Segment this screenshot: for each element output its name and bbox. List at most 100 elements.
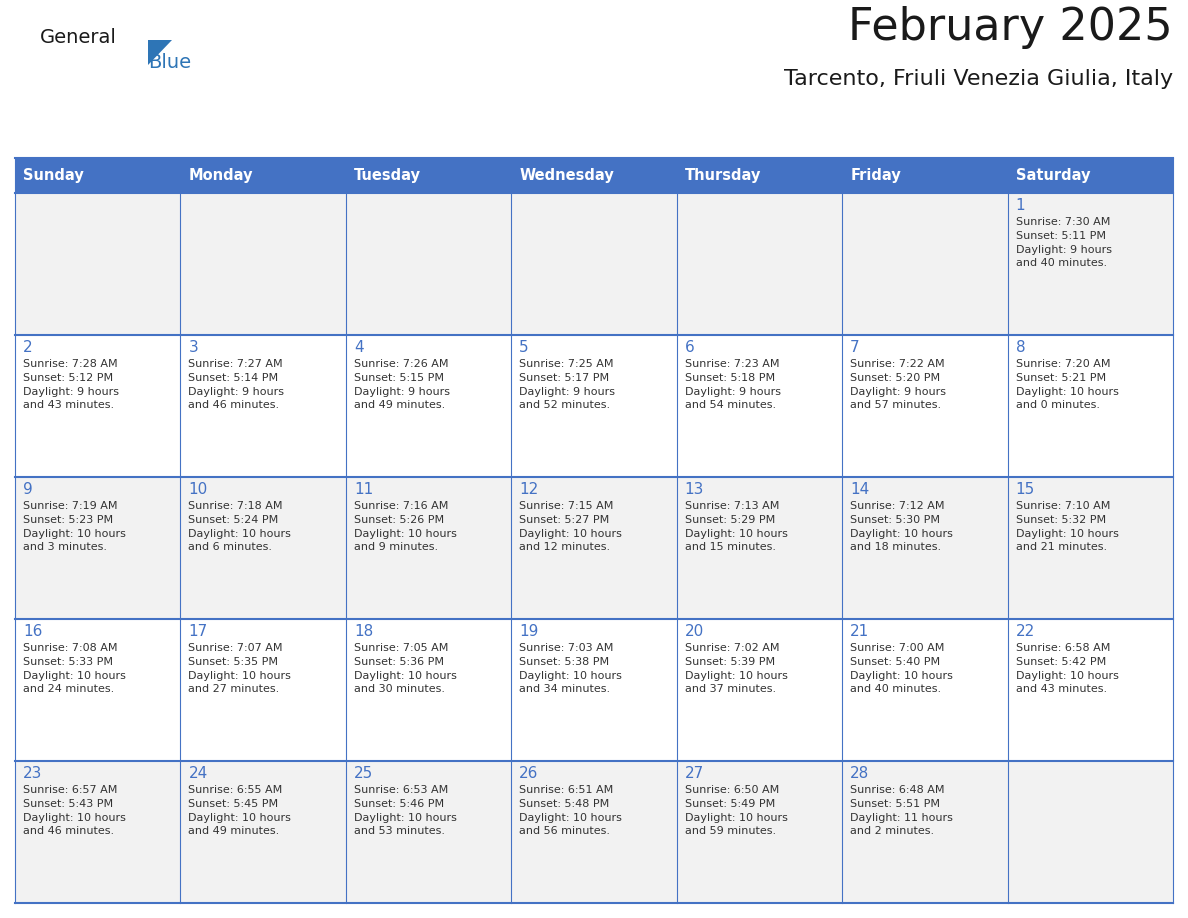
Text: and 49 minutes.: and 49 minutes. xyxy=(354,400,446,410)
Text: Sunrise: 7:15 AM: Sunrise: 7:15 AM xyxy=(519,501,614,511)
Text: Sunset: 5:43 PM: Sunset: 5:43 PM xyxy=(23,799,113,809)
Bar xyxy=(346,158,511,193)
Text: Sunset: 5:17 PM: Sunset: 5:17 PM xyxy=(519,373,609,383)
Bar xyxy=(842,158,1007,193)
Text: 12: 12 xyxy=(519,482,538,497)
Bar xyxy=(677,335,842,477)
Text: Tuesday: Tuesday xyxy=(354,168,421,183)
Text: General: General xyxy=(40,28,116,47)
Text: and 52 minutes.: and 52 minutes. xyxy=(519,400,611,410)
Text: Sunrise: 7:13 AM: Sunrise: 7:13 AM xyxy=(684,501,779,511)
Text: and 54 minutes.: and 54 minutes. xyxy=(684,400,776,410)
Text: Daylight: 10 hours: Daylight: 10 hours xyxy=(1016,671,1118,681)
Text: and 6 minutes.: and 6 minutes. xyxy=(189,542,272,552)
Text: Thursday: Thursday xyxy=(684,168,762,183)
Text: 26: 26 xyxy=(519,766,538,781)
Text: 17: 17 xyxy=(189,624,208,639)
Text: Sunset: 5:18 PM: Sunset: 5:18 PM xyxy=(684,373,775,383)
Text: Daylight: 10 hours: Daylight: 10 hours xyxy=(354,671,456,681)
Text: and 18 minutes.: and 18 minutes. xyxy=(851,542,941,552)
Text: Sunrise: 6:51 AM: Sunrise: 6:51 AM xyxy=(519,785,613,795)
Text: Daylight: 9 hours: Daylight: 9 hours xyxy=(851,387,946,397)
Bar xyxy=(181,477,346,619)
Text: Sunset: 5:51 PM: Sunset: 5:51 PM xyxy=(851,799,940,809)
Text: Sunrise: 7:10 AM: Sunrise: 7:10 AM xyxy=(1016,501,1110,511)
Text: 11: 11 xyxy=(354,482,373,497)
Text: 23: 23 xyxy=(23,766,43,781)
Text: 21: 21 xyxy=(851,624,870,639)
Text: 15: 15 xyxy=(1016,482,1035,497)
Text: 7: 7 xyxy=(851,340,860,355)
Bar xyxy=(346,761,511,903)
Text: Sunrise: 7:23 AM: Sunrise: 7:23 AM xyxy=(684,359,779,369)
Text: 27: 27 xyxy=(684,766,704,781)
Text: 4: 4 xyxy=(354,340,364,355)
Text: Sunset: 5:49 PM: Sunset: 5:49 PM xyxy=(684,799,775,809)
Bar xyxy=(511,761,677,903)
Text: Daylight: 10 hours: Daylight: 10 hours xyxy=(684,813,788,823)
Text: 28: 28 xyxy=(851,766,870,781)
Text: Daylight: 10 hours: Daylight: 10 hours xyxy=(519,671,623,681)
Text: Sunrise: 7:12 AM: Sunrise: 7:12 AM xyxy=(851,501,944,511)
Text: Sunrise: 7:20 AM: Sunrise: 7:20 AM xyxy=(1016,359,1110,369)
Text: Sunrise: 7:05 AM: Sunrise: 7:05 AM xyxy=(354,643,448,653)
Bar xyxy=(842,619,1007,761)
Text: Sunset: 5:21 PM: Sunset: 5:21 PM xyxy=(1016,373,1106,383)
Bar xyxy=(842,761,1007,903)
Bar xyxy=(346,619,511,761)
Text: 20: 20 xyxy=(684,624,704,639)
Bar xyxy=(511,335,677,477)
Bar xyxy=(842,335,1007,477)
Bar xyxy=(181,193,346,335)
Text: Sunrise: 7:03 AM: Sunrise: 7:03 AM xyxy=(519,643,614,653)
Text: Sunset: 5:27 PM: Sunset: 5:27 PM xyxy=(519,515,609,525)
Text: 10: 10 xyxy=(189,482,208,497)
Text: Sunrise: 7:30 AM: Sunrise: 7:30 AM xyxy=(1016,217,1110,227)
Text: 2: 2 xyxy=(23,340,32,355)
Text: Sunset: 5:39 PM: Sunset: 5:39 PM xyxy=(684,657,775,667)
Text: Sunrise: 7:27 AM: Sunrise: 7:27 AM xyxy=(189,359,283,369)
Text: Daylight: 9 hours: Daylight: 9 hours xyxy=(519,387,615,397)
Text: Daylight: 10 hours: Daylight: 10 hours xyxy=(23,671,126,681)
Text: Sunrise: 6:50 AM: Sunrise: 6:50 AM xyxy=(684,785,779,795)
Text: and 56 minutes.: and 56 minutes. xyxy=(519,826,611,836)
Bar xyxy=(1007,193,1173,335)
Text: Daylight: 9 hours: Daylight: 9 hours xyxy=(1016,245,1112,255)
Text: and 2 minutes.: and 2 minutes. xyxy=(851,826,934,836)
Text: and 49 minutes.: and 49 minutes. xyxy=(189,826,279,836)
Bar xyxy=(15,619,181,761)
Text: Sunset: 5:15 PM: Sunset: 5:15 PM xyxy=(354,373,444,383)
Text: Daylight: 10 hours: Daylight: 10 hours xyxy=(684,671,788,681)
Text: Daylight: 10 hours: Daylight: 10 hours xyxy=(1016,387,1118,397)
Text: Sunset: 5:20 PM: Sunset: 5:20 PM xyxy=(851,373,940,383)
Text: 8: 8 xyxy=(1016,340,1025,355)
Polygon shape xyxy=(148,40,172,65)
Text: Sunrise: 6:57 AM: Sunrise: 6:57 AM xyxy=(23,785,118,795)
Text: and 30 minutes.: and 30 minutes. xyxy=(354,684,444,694)
Text: 1: 1 xyxy=(1016,198,1025,213)
Text: 9: 9 xyxy=(23,482,33,497)
Text: and 27 minutes.: and 27 minutes. xyxy=(189,684,279,694)
Bar xyxy=(842,193,1007,335)
Text: Daylight: 9 hours: Daylight: 9 hours xyxy=(354,387,450,397)
Text: Daylight: 10 hours: Daylight: 10 hours xyxy=(1016,529,1118,539)
Text: Sunset: 5:42 PM: Sunset: 5:42 PM xyxy=(1016,657,1106,667)
Text: Sunrise: 7:08 AM: Sunrise: 7:08 AM xyxy=(23,643,118,653)
Text: Daylight: 9 hours: Daylight: 9 hours xyxy=(684,387,781,397)
Text: and 43 minutes.: and 43 minutes. xyxy=(23,400,114,410)
Bar xyxy=(346,335,511,477)
Text: Sunset: 5:33 PM: Sunset: 5:33 PM xyxy=(23,657,113,667)
Bar xyxy=(677,619,842,761)
Text: Sunrise: 7:28 AM: Sunrise: 7:28 AM xyxy=(23,359,118,369)
Bar xyxy=(1007,335,1173,477)
Text: 19: 19 xyxy=(519,624,538,639)
Bar xyxy=(15,335,181,477)
Text: 5: 5 xyxy=(519,340,529,355)
Text: Sunrise: 7:02 AM: Sunrise: 7:02 AM xyxy=(684,643,779,653)
Text: and 12 minutes.: and 12 minutes. xyxy=(519,542,611,552)
Text: February 2025: February 2025 xyxy=(848,6,1173,49)
Bar xyxy=(346,193,511,335)
Text: Sunset: 5:23 PM: Sunset: 5:23 PM xyxy=(23,515,113,525)
Text: Sunrise: 7:25 AM: Sunrise: 7:25 AM xyxy=(519,359,614,369)
Text: Sunrise: 7:16 AM: Sunrise: 7:16 AM xyxy=(354,501,448,511)
